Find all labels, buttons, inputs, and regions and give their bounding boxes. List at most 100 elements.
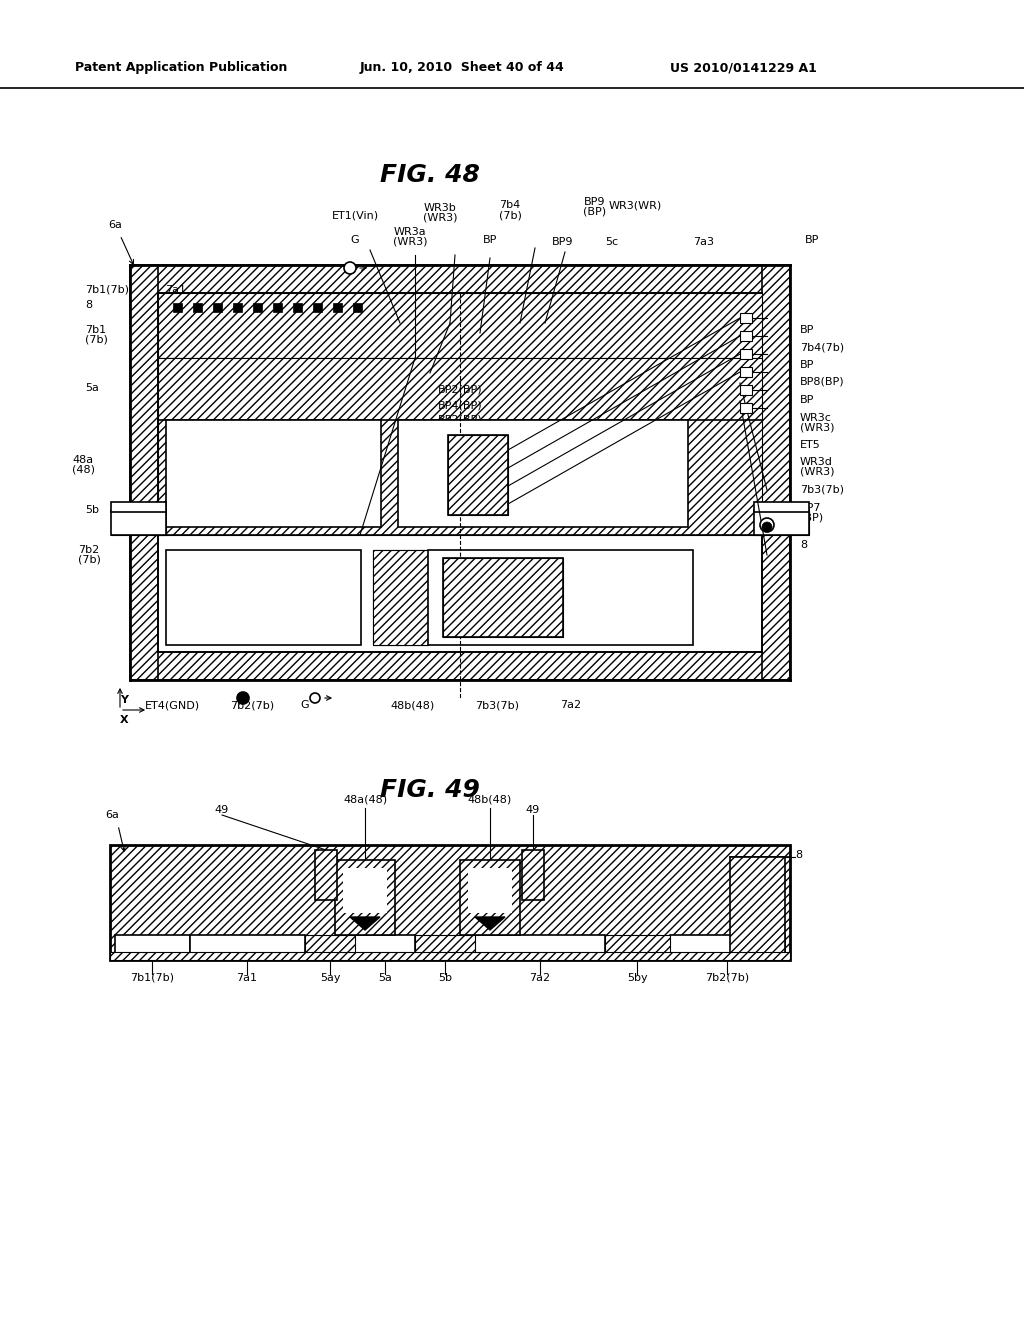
Bar [111, 510, 166, 535]
Text: (BP): (BP) [584, 207, 606, 216]
Bar [355, 935, 415, 954]
Text: 5ay: 5ay [319, 973, 340, 983]
Bar [305, 935, 355, 954]
Text: (WR3): (WR3) [800, 422, 835, 433]
Text: 8: 8 [85, 300, 92, 310]
Polygon shape [350, 917, 380, 931]
Bar [428, 550, 693, 645]
Text: BP7: BP7 [800, 503, 821, 513]
Text: G: G [300, 700, 308, 710]
Bar [343, 869, 387, 913]
Text: WR3(WR): WR3(WR) [608, 201, 662, 210]
Text: FIG. 48: FIG. 48 [380, 162, 480, 187]
Bar [173, 304, 182, 312]
Text: 5b: 5b [85, 506, 99, 515]
Circle shape [344, 261, 356, 275]
Text: 7a2: 7a2 [529, 973, 551, 983]
Text: 48b(48): 48b(48) [468, 795, 512, 805]
Text: X: X [120, 715, 129, 725]
Bar [730, 857, 785, 954]
Bar [762, 265, 790, 680]
Text: 5by: 5by [627, 973, 647, 983]
Bar [313, 304, 322, 312]
Bar [166, 420, 381, 527]
Bar [398, 420, 688, 527]
Text: 5a: 5a [85, 383, 99, 393]
Text: 7a1: 7a1 [237, 973, 257, 983]
Bar [353, 304, 362, 312]
Text: 7b1(7b): 7b1(7b) [130, 973, 174, 983]
Text: 7b3(7b): 7b3(7b) [800, 484, 844, 495]
Bar [754, 510, 809, 535]
Text: 7b3(7b): 7b3(7b) [475, 700, 519, 710]
Text: (BP): (BP) [298, 465, 322, 475]
Text: 5b: 5b [438, 973, 452, 983]
Text: 7a2: 7a2 [560, 700, 582, 710]
Text: BP4(BP): BP4(BP) [437, 400, 482, 411]
Bar [740, 403, 752, 413]
Bar [740, 385, 752, 395]
Polygon shape [475, 917, 505, 931]
Text: (7b): (7b) [499, 210, 521, 220]
Text: BP: BP [800, 325, 814, 335]
Text: BP2(BP): BP2(BP) [437, 414, 482, 425]
Text: BP3: BP3 [299, 455, 321, 465]
Bar [213, 304, 222, 312]
Bar [333, 304, 342, 312]
Bar [190, 935, 305, 954]
Text: BP: BP [805, 235, 819, 246]
Bar [110, 845, 790, 960]
Bar [605, 935, 670, 954]
Bar [166, 550, 361, 645]
Text: ET4(GND): ET4(GND) [145, 700, 200, 710]
Text: (WR3): (WR3) [393, 238, 427, 247]
Bar [335, 861, 395, 935]
Text: BP: BP [800, 395, 814, 405]
Text: FIG. 49: FIG. 49 [380, 777, 480, 803]
Text: 7b2(7b): 7b2(7b) [230, 700, 274, 710]
Bar [110, 952, 790, 960]
Text: ET5: ET5 [800, 440, 821, 450]
Bar [670, 935, 785, 954]
Text: 7b1(7b): 7b1(7b) [85, 285, 129, 294]
Circle shape [237, 692, 249, 704]
Bar [740, 313, 752, 323]
Text: 6a: 6a [105, 810, 119, 820]
Bar [111, 502, 166, 512]
Text: BP9: BP9 [585, 197, 606, 207]
Circle shape [762, 521, 772, 532]
Text: 48a: 48a [72, 455, 93, 465]
Circle shape [310, 693, 319, 704]
Bar [315, 850, 337, 900]
Text: G: G [350, 235, 359, 246]
Bar [293, 304, 302, 312]
Text: US 2010/0141229 A1: US 2010/0141229 A1 [670, 62, 817, 74]
Bar [460, 861, 520, 935]
Text: 48a(48): 48a(48) [343, 795, 387, 805]
Bar [253, 304, 262, 312]
Bar [522, 850, 544, 900]
Text: 7b2: 7b2 [78, 545, 99, 554]
Text: BP2(BP): BP2(BP) [437, 385, 482, 395]
Bar [158, 358, 762, 535]
Bar [740, 331, 752, 341]
Text: ET1(Vin): ET1(Vin) [332, 210, 379, 220]
Text: (BP): (BP) [800, 513, 823, 523]
Text: 6a: 6a [108, 220, 122, 230]
Bar [373, 550, 428, 645]
Bar [468, 869, 512, 913]
Text: 48b(48): 48b(48) [390, 700, 434, 710]
Text: 49: 49 [215, 805, 229, 814]
Bar [233, 304, 242, 312]
Text: 49: 49 [526, 805, 540, 814]
Bar [740, 348, 752, 359]
Text: (7b): (7b) [78, 554, 101, 565]
Bar [754, 502, 809, 512]
Text: (WR3): (WR3) [800, 467, 835, 477]
Text: (WR3): (WR3) [423, 213, 458, 223]
Text: (48): (48) [72, 465, 95, 475]
Text: BP8(BP): BP8(BP) [800, 378, 845, 387]
Bar [449, 436, 508, 515]
Text: 7a1: 7a1 [165, 285, 186, 294]
Bar [130, 265, 158, 680]
